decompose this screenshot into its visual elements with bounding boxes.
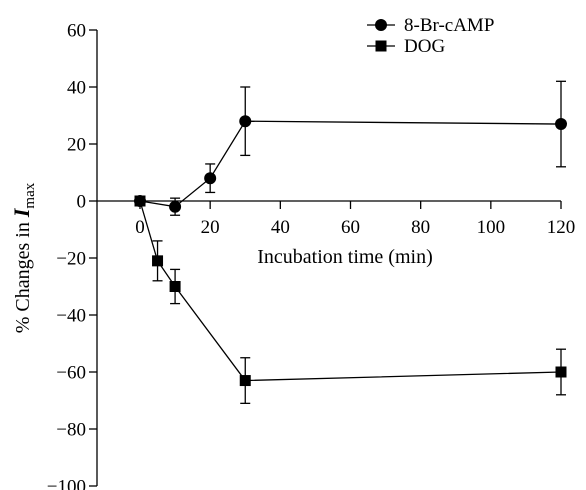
data-point-8-br-camp xyxy=(239,115,252,128)
legend-marker-circle xyxy=(375,19,387,31)
series-line-8-br-camp xyxy=(139,120,562,208)
y-tick-label: 60 xyxy=(67,21,86,42)
data-point-8-br-camp xyxy=(204,172,217,185)
data-point-dog xyxy=(555,366,567,378)
x-ticks: 0 20 40 60 80 100 120 xyxy=(135,201,575,238)
data-point-dog xyxy=(239,375,251,387)
y-ticks: 60 40 20 0 −20 −40 −60 −80 −100 xyxy=(47,21,97,490)
series-8-br-camp xyxy=(134,80,567,216)
x-tick-label: 40 xyxy=(271,217,290,238)
x-tick-label: 60 xyxy=(341,217,360,238)
y-tick-label: −100 xyxy=(47,477,86,490)
y-tick-label: 40 xyxy=(67,78,86,99)
x-tick-label: 120 xyxy=(547,217,576,238)
series-layer xyxy=(134,80,567,405)
data-point-dog xyxy=(134,195,146,207)
data-point-dog xyxy=(169,281,181,292)
series-dog xyxy=(134,195,567,405)
data-point-dog xyxy=(152,255,164,267)
y-axis-title: % Changes in Imax xyxy=(9,182,38,333)
y-tick-label: −60 xyxy=(56,363,86,384)
x-axis-title: Incubation time (min) xyxy=(257,246,433,268)
legend-label-8-br-camp: 8-Br-cAMP xyxy=(404,15,494,36)
legend: 8-Br-cAMP DOG xyxy=(367,15,494,57)
y-tick-label: −20 xyxy=(56,249,86,270)
y-axis-title-var: I xyxy=(9,207,34,218)
y-tick-label: 0 xyxy=(77,192,87,213)
data-point-8-br-camp xyxy=(555,118,567,131)
legend-item-dog: DOG xyxy=(367,36,445,57)
y-axis-title-sub: max xyxy=(22,182,38,208)
x-tick-label: 20 xyxy=(201,217,220,238)
y-tick-label: 20 xyxy=(67,135,86,156)
legend-item-8-br-camp: 8-Br-cAMP xyxy=(367,15,494,36)
x-tick-label: 100 xyxy=(477,217,506,238)
data-point-8-br-camp xyxy=(169,200,182,213)
legend-marker-square xyxy=(375,40,387,52)
y-tick-label: −80 xyxy=(56,420,86,441)
x-tick-label: 80 xyxy=(411,217,430,238)
y-axis-title-prefix: % Changes in xyxy=(12,217,34,333)
y-tick-label: −40 xyxy=(56,306,86,327)
legend-label-dog: DOG xyxy=(404,36,445,57)
x-tick-label: 0 xyxy=(135,217,145,238)
axes: 60 40 20 0 −20 −40 −60 −80 −100 0 20 40 60 80 100 120 xyxy=(47,21,575,490)
